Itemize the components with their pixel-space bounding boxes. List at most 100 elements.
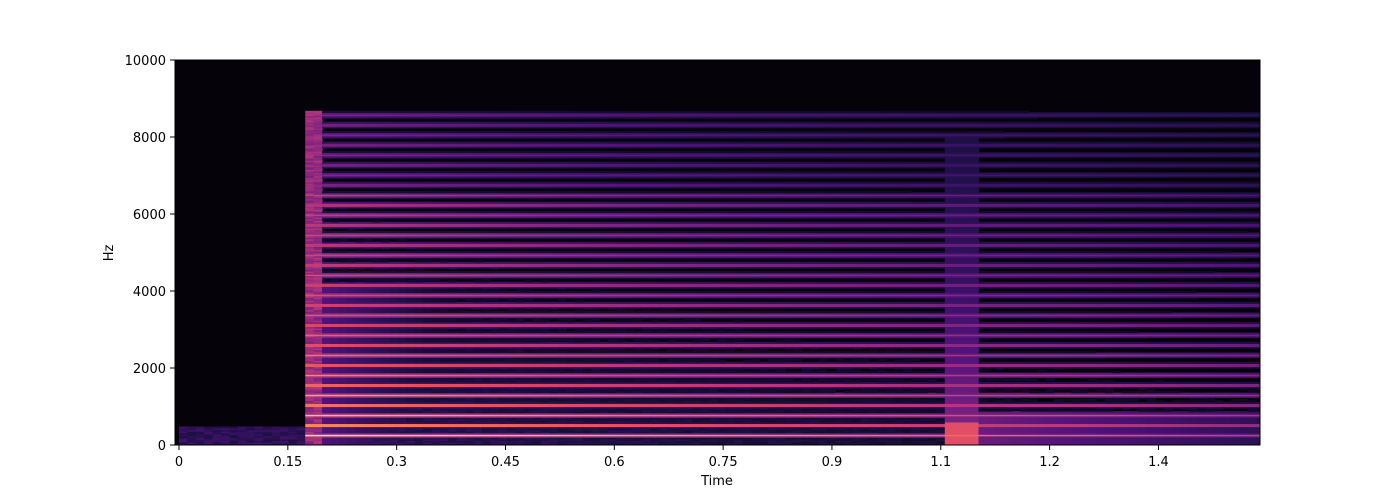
heat-cell [347, 143, 357, 146]
heat-cell [322, 381, 332, 384]
heat-cell [490, 181, 500, 184]
heat-cell [305, 221, 315, 224]
heat-cell [355, 420, 365, 423]
heat-cell [448, 389, 458, 392]
heat-cell [423, 383, 433, 386]
heat-cell [498, 234, 508, 237]
heat-cell [338, 226, 348, 229]
heat-cell [179, 428, 189, 431]
heat-cell [254, 441, 264, 445]
heat-cell [179, 443, 189, 445]
heat-cell [490, 135, 500, 138]
heat-cell [490, 426, 500, 429]
heat-cell [414, 294, 424, 297]
heat-cell [305, 421, 315, 425]
heat-cell [305, 167, 315, 170]
heat-cell [456, 344, 466, 348]
heat-cell [364, 226, 374, 229]
heat-cell [473, 263, 483, 266]
heat-cell [473, 221, 483, 224]
heat-cell [473, 397, 483, 400]
heat-cell [498, 226, 508, 229]
heat-cell [414, 406, 424, 409]
heat-cell [322, 384, 332, 388]
heat-cell [439, 190, 449, 194]
heat-cell [423, 403, 433, 406]
heat-cell [296, 431, 306, 434]
heat-cell [347, 116, 357, 120]
heat-cell [423, 441, 433, 445]
heat-cell [498, 434, 508, 437]
heat-cell [347, 304, 357, 307]
heat-cell [406, 270, 416, 274]
heat-cell [389, 337, 399, 340]
heat-cell [330, 175, 340, 178]
heat-cell [338, 404, 348, 408]
heat-cell [397, 234, 407, 237]
heat-cell [338, 343, 348, 346]
heat-cell [397, 338, 407, 341]
heat-cell [397, 374, 407, 377]
heat-cell [448, 341, 458, 344]
heat-cell [389, 332, 399, 335]
heat-cell [507, 204, 517, 207]
heat-cell [414, 440, 424, 443]
heat-cell [330, 112, 340, 115]
heat-cell [448, 144, 458, 147]
heat-cell [288, 428, 298, 431]
heat-cell [347, 226, 357, 229]
heat-cell [406, 315, 416, 318]
heat-cell [515, 321, 525, 324]
heat-cell [347, 415, 357, 418]
heat-cell [204, 438, 214, 441]
heat-cell [237, 426, 247, 429]
heat-cell [406, 113, 416, 117]
heat-cell [237, 429, 247, 432]
heat-cell [338, 435, 348, 438]
heat-cell [389, 338, 399, 341]
heat-cell [507, 146, 517, 149]
heat-cell [397, 283, 407, 286]
heat-cell [507, 192, 517, 195]
heat-cell [507, 332, 517, 335]
heat-cell [431, 431, 441, 434]
heat-cell [456, 291, 466, 294]
heat-cell [364, 369, 374, 372]
heat-cell [305, 301, 315, 304]
heat-cell [507, 400, 517, 403]
heat-cell [271, 435, 281, 438]
heat-cell [364, 143, 374, 146]
heat-cell [347, 270, 357, 274]
heat-cell [380, 364, 390, 368]
heat-cell [465, 354, 475, 357]
heat-cell [195, 428, 205, 431]
heat-cell [490, 161, 500, 164]
heat-cell [414, 249, 424, 252]
heat-cell [431, 392, 441, 395]
heat-cell [313, 163, 323, 166]
heat-cell [389, 312, 399, 315]
heat-cell [465, 383, 475, 386]
heat-cell [355, 184, 365, 187]
heat-cell [481, 426, 491, 429]
heat-cell [439, 143, 449, 146]
heat-cell [431, 197, 441, 200]
heat-cell [372, 398, 382, 401]
heat-cell [473, 237, 483, 240]
heat-cell [372, 155, 382, 158]
heat-cell [397, 314, 407, 317]
heat-cell [397, 281, 407, 284]
heat-cell [397, 428, 407, 431]
heat-cell [313, 178, 323, 181]
heat-cell [372, 327, 382, 331]
heat-cell [465, 123, 475, 126]
heat-cell [490, 214, 500, 217]
heat-cell [271, 438, 281, 441]
heat-cell [347, 408, 357, 411]
heat-cell [338, 401, 348, 405]
heat-cell [406, 340, 416, 343]
heat-cell [355, 237, 365, 240]
heat-cell [271, 432, 281, 435]
heat-cell [414, 441, 424, 445]
heat-cell [414, 263, 424, 266]
